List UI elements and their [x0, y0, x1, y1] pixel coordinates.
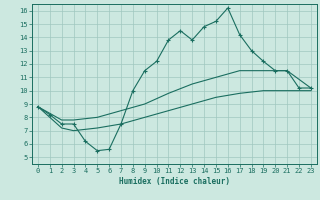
- X-axis label: Humidex (Indice chaleur): Humidex (Indice chaleur): [119, 177, 230, 186]
